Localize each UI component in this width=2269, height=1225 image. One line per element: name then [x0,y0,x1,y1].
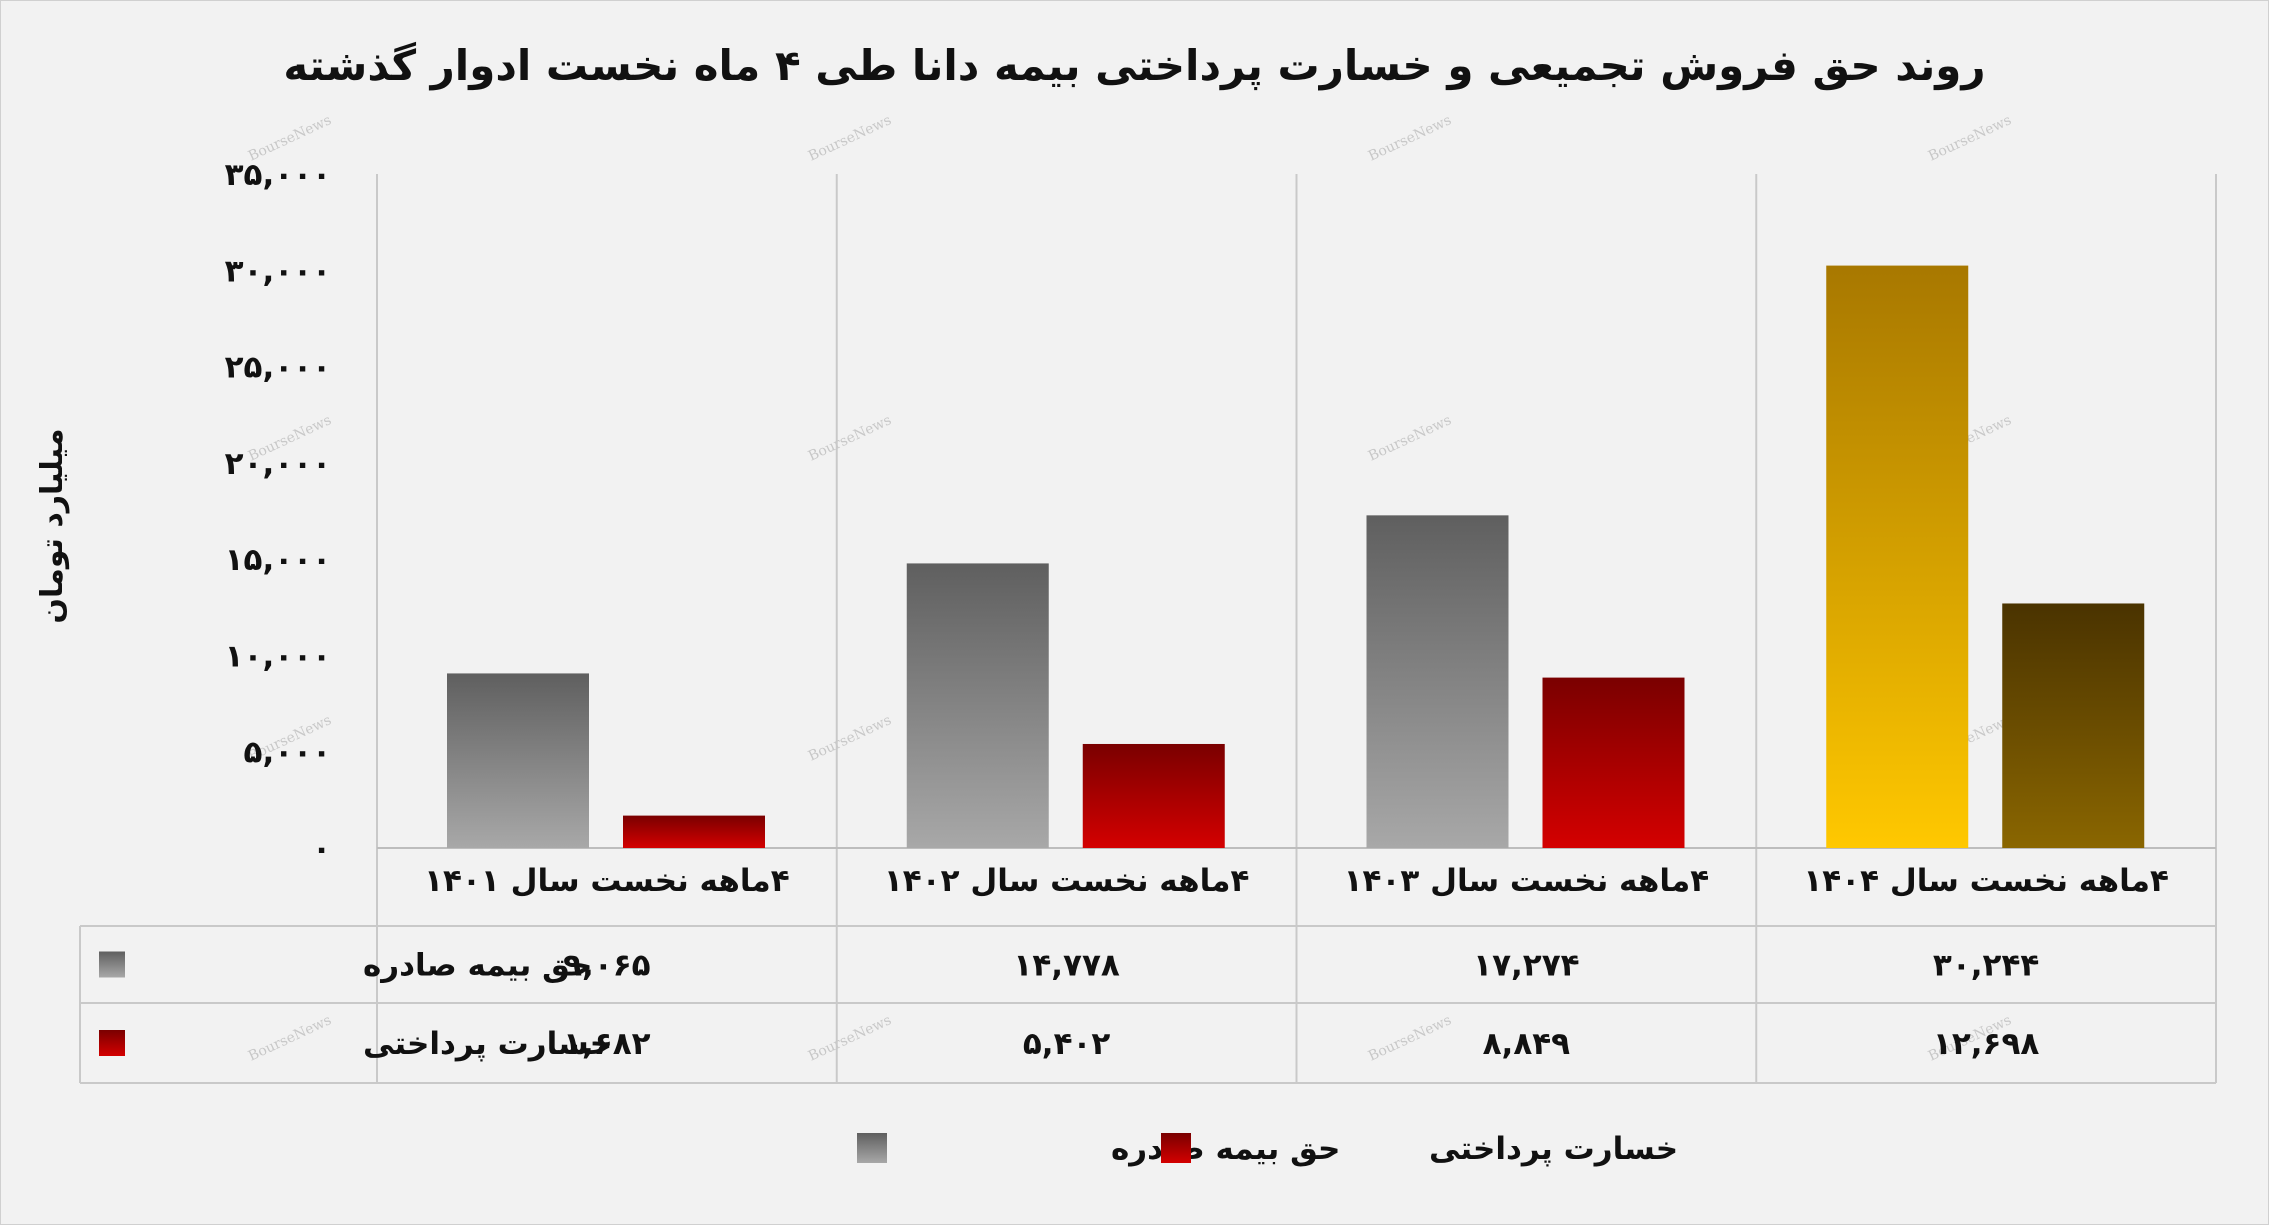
table-legend-key [99,951,125,978]
legend-key [1161,1133,1191,1163]
table-legend-key [99,1030,125,1056]
table-value: ۱,۶۸۲ [563,1026,651,1062]
table-value: ۱۷,۲۷۴ [1473,948,1579,984]
y-tick-label: ۱۰,۰۰۰ [225,638,331,674]
watermark-text: BourseNews [1366,412,1454,464]
category-label: ۴ماهه نخست سال ۱۴۰۲ [884,863,1249,899]
legend-label: خسارت پرداختی [1429,1131,1678,1167]
watermark-text: BourseNews [806,412,894,464]
y-tick-label: ۳۰,۰۰۰ [225,253,331,289]
watermark-text: BourseNews [1926,112,2014,164]
bar-premium-3 [1366,515,1509,848]
watermark-text: BourseNews [1366,1012,1454,1064]
bar-claims-3 [1542,677,1685,848]
table-value: ۸,۸۴۹ [1483,1026,1571,1062]
bar-claims-1 [623,815,765,848]
y-tick-label: ۰ [312,831,331,867]
bar-premium-1 [447,673,589,848]
category-label: ۴ماهه نخست سال ۱۴۰۳ [1344,863,1709,899]
y-tick-label: ۵,۰۰۰ [244,735,331,771]
bar-claims-4 [2002,603,2145,848]
category-label: ۴ماهه نخست سال ۱۴۰۴ [1803,863,2168,899]
watermark-text: BourseNews [806,712,894,764]
legend-key [857,1133,887,1163]
category-label: ۴ماهه نخست سال ۱۴۰۱ [424,863,789,899]
table-value: ۳۰,۲۴۴ [1933,948,2039,984]
y-tick-label: ۱۵,۰۰۰ [225,542,331,578]
y-tick-label: ۳۵,۰۰۰ [225,157,331,193]
y-tick-label: ۲۵,۰۰۰ [225,350,331,386]
bars [447,265,2145,848]
table-value: ۱۲,۶۹۸ [1933,1026,2039,1062]
table-series-name: حق بیمه صادره [363,948,592,984]
category-labels: ۴ماهه نخست سال ۱۴۰۱ ۴ماهه نخست سال ۱۴۰۲ ۴م… [424,863,2169,899]
y-tick-label: ۲۰,۰۰۰ [225,446,331,482]
watermark-layer: BourseNews BourseNews BourseNews BourseNews… [246,112,2014,1064]
bar-premium-4 [1826,265,1969,848]
table-value: ۱۴,۷۷۸ [1013,948,1119,984]
watermark-text: BourseNews [246,1012,334,1064]
watermark-text: BourseNews [1366,112,1454,164]
watermark-text: BourseNews [806,112,894,164]
chart-title: روند حق فروش تجمیعی و خسارت پرداختی بیمه… [283,41,1986,90]
watermark-text: BourseNews [806,1012,894,1064]
table-series-name: خسارت پرداختی [363,1026,612,1062]
bar-claims-2 [1082,743,1225,848]
legend: حق بیمه صادره خسارت پرداختی [857,1131,1678,1167]
table-grid [79,174,2217,1084]
bar-premium-2 [906,563,1049,848]
y-axis-ticks: ۰ ۵,۰۰۰ ۱۰,۰۰۰ ۱۵,۰۰۰ ۲۰,۰۰۰ ۲۵,۰۰۰ ۳۰,۰۰۰ ۳۵,۰… [225,157,331,867]
legend-label: حق بیمه صادره [1111,1131,1340,1167]
table-value: ۵,۴۰۲ [1023,1026,1111,1062]
table-value: ۹,۰۶۵ [563,948,650,984]
